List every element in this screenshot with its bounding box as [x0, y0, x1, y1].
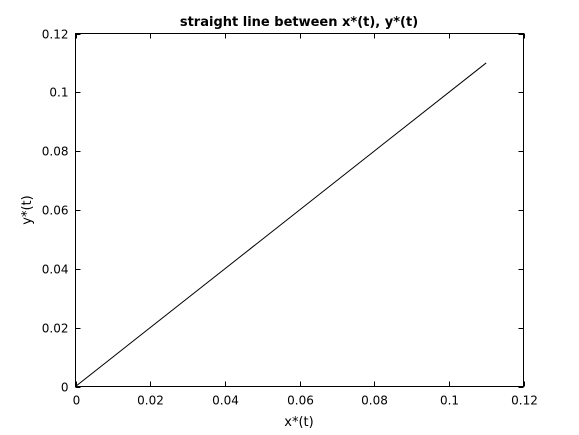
x-tick-label: 0.02 — [137, 394, 164, 408]
x-tick-label: 0.06 — [287, 394, 314, 408]
y-tick-label: 0.12 — [42, 28, 69, 42]
series-line — [75, 62, 487, 387]
x-tick-label: 0.04 — [212, 394, 239, 408]
chart-title: straight line between x*(t), y*(t) — [180, 15, 418, 30]
series-layer — [75, 62, 487, 387]
axis-ticks: 0 0.02 0.04 0.06 0.08 0.1 0.12 0 0.02 0.04 0.06 0.0… — [42, 28, 538, 408]
x-axis-label: x*(t) — [284, 415, 313, 430]
y-tick-label: 0.06 — [42, 204, 69, 218]
x-tick-label: 0 — [73, 394, 81, 408]
x-tick-label: 0.08 — [361, 394, 388, 408]
y-tick-label: 0 — [61, 381, 69, 395]
y-axis-label: y*(t) — [20, 195, 35, 224]
plot-frame — [75, 33, 524, 387]
y-tick-label: 0.02 — [42, 322, 69, 336]
y-tick-label: 0.08 — [42, 145, 69, 159]
x-tick-label: 0.1 — [440, 394, 459, 408]
x-tick-label: 0.12 — [511, 394, 538, 408]
y-tick-label: 0.04 — [42, 263, 69, 277]
y-tick-label: 0.1 — [49, 86, 68, 100]
